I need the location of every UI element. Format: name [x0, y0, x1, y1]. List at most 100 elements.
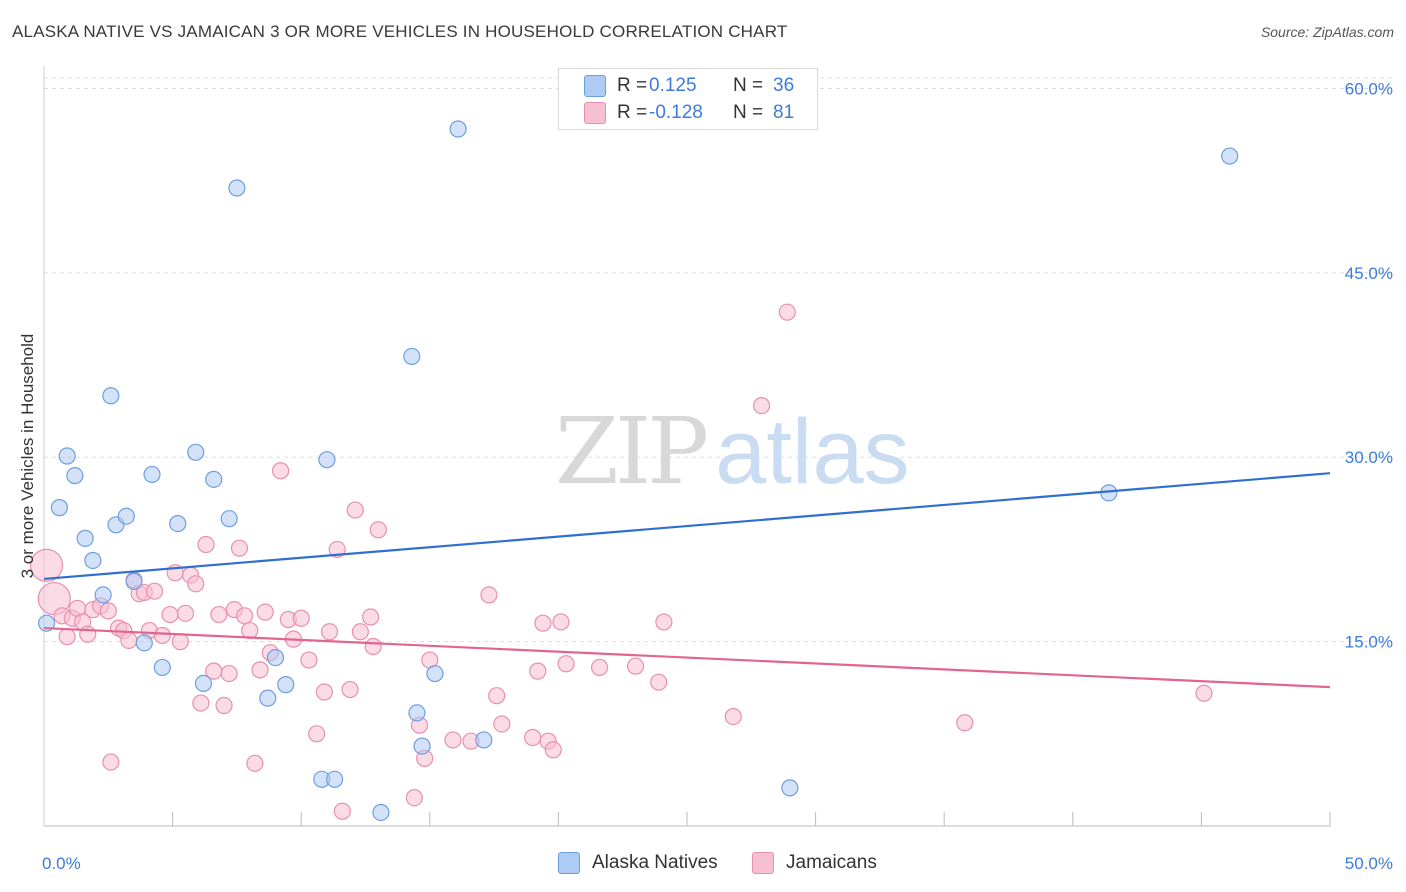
jamaicans-point [480, 586, 498, 604]
jamaicans-point [626, 657, 645, 675]
source-credit: Source: ZipAtlas.com [1260, 24, 1394, 40]
jamaicans-point [333, 802, 351, 820]
jamaicans-point [405, 789, 423, 807]
legend-r-label: R = [617, 102, 648, 123]
alaska-natives-point [403, 347, 421, 366]
y-tick-label: 30.0% [1345, 448, 1393, 467]
legend-swatch-alaska-natives [558, 852, 580, 874]
alaska-natives-point [449, 120, 467, 138]
jamaicans-point [145, 582, 164, 600]
jamaicans-point [320, 623, 339, 641]
jamaicans-point [187, 575, 205, 593]
watermark-atlas: atlas [715, 401, 910, 503]
jamaicans-point [315, 683, 333, 701]
jamaicans-point [590, 658, 609, 677]
tick-labels: 15.0% 30.0% 45.0% 60.0% 0.0% 50.0% [42, 79, 1393, 873]
axes [43, 66, 1331, 827]
legend-swatch-pink [584, 102, 606, 124]
legend-swatch-blue [584, 75, 606, 97]
jamaicans-point [362, 608, 380, 626]
alaska-natives-point [266, 648, 285, 667]
legend-label-jamaicans: Jamaicans [786, 852, 877, 873]
y-tick-label: 60.0% [1345, 79, 1393, 98]
legend-swatch-jamaicans [752, 852, 774, 874]
jamaicans-point [153, 626, 171, 645]
y-axis-label: 3 or more Vehicles in Household [18, 333, 37, 579]
legend-label-alaska-natives: Alaska Natives [592, 852, 718, 873]
legend-r-value: 0.125 [649, 75, 697, 96]
alaska-natives-point [125, 572, 143, 590]
jamaicans-point [246, 754, 264, 772]
alaska-natives-points [37, 120, 1239, 822]
jamaicans-point [272, 462, 290, 480]
alaska-natives-point [259, 689, 277, 707]
alaska-natives-point [117, 507, 135, 525]
jamaicans-trend-line [43, 626, 1331, 689]
jamaicans-point [351, 623, 369, 641]
legend-n-label: N = [733, 102, 764, 123]
jamaicans-point [752, 396, 771, 415]
jamaicans-point [724, 707, 742, 726]
chart-title: ALASKA NATIVE VS JAMAICAN 3 OR MORE VEHI… [12, 22, 788, 41]
jamaicans-point [197, 535, 215, 554]
jamaicans-point [341, 680, 359, 699]
jamaicans-point [308, 725, 326, 743]
y-tick-label: 45.0% [1345, 264, 1393, 283]
jamaicans-point [176, 604, 195, 622]
jamaicans-point [369, 521, 387, 539]
legend-item-alaska-natives: Alaska Natives [558, 852, 718, 874]
series-legend: Alaska Natives Jamaicans [0, 852, 1406, 878]
jamaicans-point [364, 637, 382, 656]
legend-item-jamaicans: Jamaicans [752, 852, 877, 874]
legend-r-label: R = [617, 75, 648, 96]
jamaicans-point [444, 731, 462, 749]
jamaicans-point [346, 501, 364, 519]
alaska-natives-point [413, 737, 431, 755]
watermark-zip: ZIP [555, 398, 709, 505]
legend-n-label: N = [733, 75, 764, 96]
alaska-natives-point [37, 614, 56, 632]
jamaicans-point [956, 714, 974, 732]
alaska-natives-point [277, 676, 295, 694]
jamaicans-point [79, 625, 97, 643]
alaska-natives-point [143, 465, 161, 484]
jamaicans-point [256, 603, 274, 621]
jamaicans-point [210, 605, 228, 624]
jamaicans-point [778, 303, 796, 321]
alaska-natives-point [205, 470, 223, 488]
alaska-natives-point [66, 467, 84, 485]
alaska-natives-point [426, 664, 444, 683]
jamaicans-point [300, 651, 318, 669]
jamaicans-point [1195, 684, 1213, 702]
alaska-natives-point [318, 451, 336, 469]
alaska-natives-point [58, 447, 76, 465]
alaska-natives-point [408, 704, 426, 722]
jamaicans-point [241, 621, 259, 640]
jamaicans-points [29, 303, 1213, 820]
alaska-natives-point [220, 510, 238, 528]
jamaicans-point [488, 687, 506, 705]
jamaicans-point [215, 696, 233, 715]
alaska-natives-point [76, 529, 94, 547]
legend-n-value: 36 [773, 75, 795, 96]
jamaicans-point [161, 605, 179, 624]
alaska-natives-point [135, 634, 153, 652]
jamaicans-point [102, 753, 120, 771]
jamaicans-point [292, 609, 310, 627]
legend-r-value: -0.128 [649, 102, 703, 123]
x-tick-label: 0.0% [42, 854, 81, 873]
alaska-natives-point [94, 586, 112, 604]
jamaicans-point [58, 628, 76, 646]
alaska-natives-point [153, 658, 171, 677]
x-tick-label: 50.0% [1345, 854, 1393, 873]
jamaicans-point [29, 548, 64, 582]
jamaicans-point [192, 694, 210, 712]
jamaicans-point [557, 655, 575, 673]
y-tick-label: 15.0% [1345, 633, 1393, 652]
alaska-natives-point [781, 779, 799, 797]
jamaicans-point [529, 662, 547, 680]
jamaicans-point [171, 633, 189, 651]
jamaicans-point [251, 661, 269, 679]
alaska-natives-point [50, 499, 69, 517]
